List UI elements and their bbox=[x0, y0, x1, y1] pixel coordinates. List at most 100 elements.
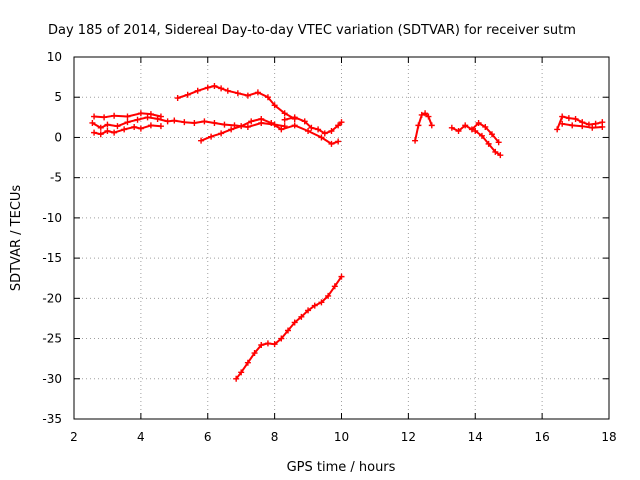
data-point bbox=[565, 115, 572, 122]
data-point bbox=[238, 369, 245, 376]
data-point bbox=[114, 123, 121, 130]
data-point bbox=[425, 113, 432, 120]
data-point bbox=[124, 113, 131, 120]
data-point bbox=[134, 116, 141, 123]
data-point bbox=[111, 129, 118, 136]
y-tick-label: 0 bbox=[54, 130, 62, 144]
data-point bbox=[311, 302, 318, 309]
data-point bbox=[338, 119, 345, 126]
data-point bbox=[144, 114, 151, 121]
data-point bbox=[315, 126, 322, 133]
data-point bbox=[559, 113, 566, 120]
data-point bbox=[589, 124, 596, 131]
data-point bbox=[301, 118, 308, 125]
data-point bbox=[154, 115, 161, 122]
data-point bbox=[251, 350, 258, 357]
data-point bbox=[281, 116, 288, 123]
x-tick-label: 8 bbox=[271, 430, 279, 444]
data-point bbox=[412, 137, 419, 144]
x-tick-label: 18 bbox=[601, 430, 616, 444]
data-point bbox=[308, 124, 315, 131]
data-point bbox=[268, 119, 275, 126]
data-point bbox=[234, 90, 241, 97]
data-point bbox=[298, 313, 305, 320]
data-point bbox=[224, 87, 231, 94]
x-tick-label: 14 bbox=[468, 430, 483, 444]
data-point bbox=[318, 299, 325, 306]
data-point bbox=[554, 126, 561, 133]
series-layer bbox=[89, 82, 606, 382]
axis-ticks bbox=[73, 56, 610, 420]
data-point bbox=[497, 152, 504, 159]
data-point bbox=[281, 110, 288, 117]
data-point bbox=[244, 123, 251, 130]
data-point bbox=[181, 119, 188, 126]
data-point bbox=[171, 117, 178, 124]
data-point bbox=[104, 128, 111, 135]
data-point bbox=[291, 319, 298, 326]
data-point bbox=[248, 118, 255, 125]
data-point bbox=[599, 123, 606, 130]
x-tick-label: 10 bbox=[334, 430, 349, 444]
data-point bbox=[97, 131, 104, 138]
data-point bbox=[482, 123, 489, 130]
data-point bbox=[328, 140, 335, 147]
data-point bbox=[592, 120, 599, 127]
data-point bbox=[244, 92, 251, 99]
data-point bbox=[198, 137, 205, 144]
data-point bbox=[264, 340, 271, 347]
data-point bbox=[208, 133, 215, 140]
y-tick-label: -10 bbox=[42, 211, 62, 225]
series-baseline-upper bbox=[91, 110, 164, 121]
y-tick-label: -30 bbox=[42, 372, 62, 386]
data-point bbox=[211, 119, 218, 126]
series-line bbox=[450, 122, 500, 144]
x-axis-title: GPS time / hours bbox=[287, 460, 396, 475]
data-point bbox=[291, 114, 298, 121]
series-segment-14h bbox=[448, 119, 502, 146]
data-point bbox=[305, 128, 312, 135]
data-point bbox=[157, 123, 164, 130]
data-point bbox=[321, 130, 328, 137]
data-point bbox=[468, 126, 475, 133]
data-point bbox=[258, 115, 265, 122]
data-point bbox=[254, 89, 261, 96]
data-point bbox=[415, 122, 422, 129]
data-point bbox=[184, 91, 191, 98]
series-segment-14h-lower bbox=[472, 128, 504, 159]
data-point bbox=[328, 128, 335, 135]
data-point bbox=[488, 131, 495, 138]
data-point bbox=[338, 273, 345, 280]
data-point bbox=[271, 102, 278, 109]
series-descending-track bbox=[233, 273, 345, 382]
x-tick-label: 4 bbox=[137, 430, 145, 444]
data-point bbox=[285, 327, 291, 334]
x-tick-label: 12 bbox=[401, 430, 416, 444]
series-line bbox=[414, 112, 433, 142]
data-point bbox=[244, 359, 251, 366]
data-point bbox=[97, 124, 104, 131]
data-point bbox=[174, 95, 181, 102]
data-point bbox=[124, 119, 131, 126]
y-tick-label: -25 bbox=[42, 332, 62, 346]
data-point bbox=[318, 134, 325, 141]
data-point bbox=[131, 123, 138, 130]
data-point bbox=[121, 126, 128, 133]
data-point bbox=[271, 341, 278, 348]
data-point bbox=[89, 119, 96, 126]
data-point bbox=[238, 123, 245, 130]
y-tick-label: 5 bbox=[54, 90, 62, 104]
y-tick-label: -5 bbox=[50, 171, 62, 185]
data-point bbox=[264, 94, 271, 101]
x-tick-label: 2 bbox=[70, 430, 78, 444]
data-point bbox=[137, 125, 144, 132]
series-baseline-spread bbox=[91, 122, 164, 138]
data-point bbox=[422, 110, 429, 117]
data-point bbox=[194, 87, 201, 94]
data-point bbox=[218, 85, 225, 92]
data-point bbox=[211, 82, 218, 89]
grid bbox=[74, 57, 609, 419]
series-line bbox=[235, 275, 343, 380]
data-point bbox=[569, 122, 576, 129]
